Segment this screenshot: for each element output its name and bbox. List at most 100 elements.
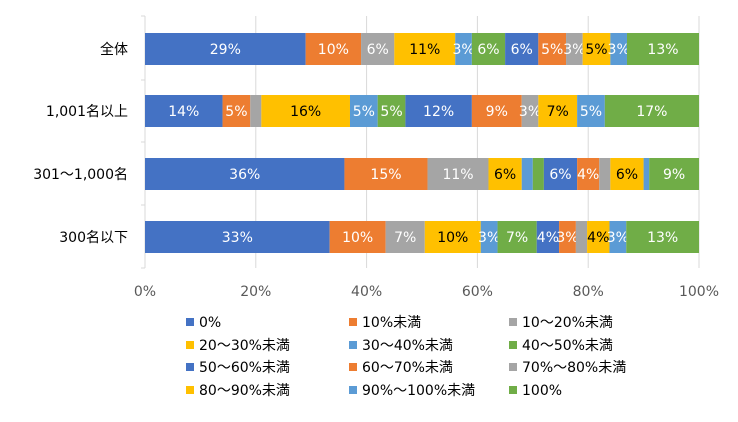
bar-segment [250,95,262,127]
legend: 0% 10%未満 10〜20%未満 20〜30%未満 30〜40%未満 40〜50%未満 5… [186,315,626,399]
bar-segment [532,158,544,190]
legend-item: 40〜50%未満 [509,338,613,354]
legend-swatch [186,341,194,349]
bar-segment [626,221,699,253]
data-label: 10% [437,230,468,246]
bar-segment [649,158,699,190]
bar-segment [582,33,611,65]
data-label: 11% [409,42,440,58]
data-label: 4% [577,167,599,183]
data-label: 15% [370,167,401,183]
data-label: 3% [556,230,578,246]
legend-item: 50〜60%未満 [186,360,290,376]
bar-segment [521,95,539,127]
bar-segment [145,158,345,190]
tick-label: 0% [134,284,156,300]
data-label: 6% [616,167,638,183]
bar-segment [497,221,537,253]
data-label: 5% [580,104,602,120]
bar-segment [424,221,481,253]
legend-label: 40〜50%未満 [522,338,613,354]
legend-label: 60〜70%未満 [362,360,453,376]
legend-swatch [186,363,194,371]
tick-label: 80% [573,284,604,300]
bar-segment [222,95,251,127]
bar-segment [377,95,406,127]
bar-row: 14% 5% 16% 5% 5% 12% 9% 3% 7% 5% 17% [145,95,699,127]
bar-segment [145,221,330,253]
data-label: 10% [318,42,349,58]
category-axis-labels: 全体 1,001名以上 301〜1,000名 300名以下 [33,41,128,246]
data-label: 3% [519,104,541,120]
legend-swatch [349,363,357,371]
data-label: 6% [511,42,533,58]
legend-item: 80〜90%未満 [186,383,290,399]
data-label: 17% [636,104,667,120]
bar-segment [604,95,699,127]
bar-segment [559,221,576,253]
value-axis-tick-labels: 0% 20% 40% 60% 80% 100% [134,284,719,300]
data-label: 6% [549,167,571,183]
bar-segment [145,95,223,127]
data-label: 9% [663,167,685,183]
legend-label: 100% [522,383,562,399]
legend-label: 50〜60%未満 [199,360,290,376]
bar-segment [538,95,578,127]
data-label: 16% [290,104,321,120]
bar-segment [643,158,650,190]
data-label: 10% [342,230,373,246]
data-label: 11% [442,167,473,183]
bar-segment [305,33,362,65]
bar-segment [610,33,627,65]
legend-swatch [186,386,194,394]
data-label: 3% [563,42,585,58]
data-label: 5% [225,104,247,120]
data-label: 7% [394,230,416,246]
legend-swatch [509,363,517,371]
bar-segment [480,221,498,253]
legend-label: 20〜30%未満 [199,338,290,354]
bar-segment [471,95,522,127]
data-label: 13% [647,42,678,58]
bar-segment [577,95,605,127]
data-label: 4% [537,230,559,246]
legend-swatch [509,386,517,394]
category-label: 300名以下 [59,230,128,246]
data-label: 36% [229,167,260,183]
legend-swatch [349,341,357,349]
data-label: 4% [587,230,609,246]
data-label: 7% [506,230,528,246]
bar-segment [427,158,489,190]
legend-label: 30〜40%未満 [362,338,453,354]
data-label: 5% [380,104,402,120]
legend-label: 70%〜80%未満 [522,360,626,376]
bar-segment [329,221,386,253]
legend-label: 90%〜100%未満 [362,383,475,399]
bar-segment [471,33,506,65]
legend-label: 80〜90%未満 [199,383,290,399]
bar-segment [587,221,610,253]
bar-segment [626,33,699,65]
data-label: 33% [222,230,253,246]
legend-swatch [349,318,357,326]
legend-swatch [186,318,194,326]
bar-segment [385,221,425,253]
legend-item: 20〜30%未満 [186,338,290,354]
bar-segment [538,33,567,65]
data-label: 6% [477,42,499,58]
legend-item: 60〜70%未満 [349,360,453,376]
legend-item: 30〜40%未満 [349,338,453,354]
bar-segment [261,95,350,127]
bar-segment [609,221,627,253]
tick-label: 40% [351,284,382,300]
category-label: 全体 [100,41,128,58]
tick-label: 20% [240,284,271,300]
bar-segment [145,33,306,65]
legend-item: 90%〜100%未満 [349,383,475,399]
bar-segment [610,158,644,190]
data-label: 13% [647,230,678,246]
data-label: 3% [607,230,629,246]
bar-segment [394,33,456,65]
bar-segment [575,221,588,253]
legend-swatch [349,386,357,394]
